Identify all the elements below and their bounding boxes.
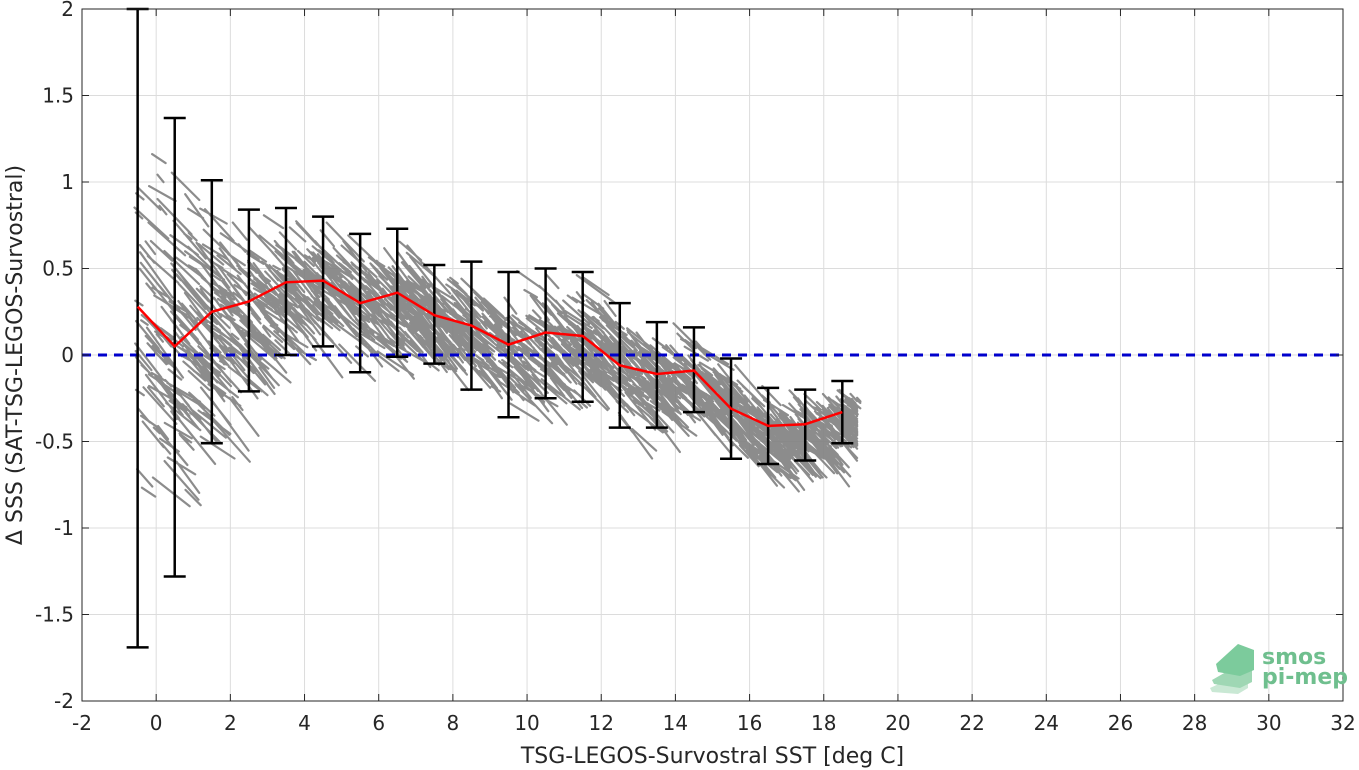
mean-line — [136, 279, 843, 428]
x-tick-label: 22 — [959, 711, 984, 735]
y-tick-label: -0.5 — [35, 430, 74, 454]
x-tick-label: 30 — [1256, 711, 1281, 735]
y-tick-label: 1.5 — [42, 84, 74, 108]
x-tick-label: 6 — [372, 711, 385, 735]
logo-text-pimep: pi-mep — [1262, 665, 1348, 690]
x-tick-label: 16 — [737, 711, 762, 735]
logo-text-smos: smos — [1262, 645, 1326, 670]
x-tick-label: 20 — [885, 711, 910, 735]
x-tick-label: 18 — [811, 711, 836, 735]
mean-line-path — [136, 279, 843, 428]
y-tick-label: -1.5 — [35, 603, 74, 627]
smos-pi-mep-logo: smos pi-mep — [1210, 644, 1348, 694]
x-tick-label: 24 — [1034, 711, 1059, 735]
x-axis-title: TSG-LEGOS-Survostral SST [deg C] — [520, 744, 904, 769]
y-tick-label: 0 — [61, 343, 74, 367]
x-tick-label: -2 — [72, 711, 92, 735]
y-axis-ticks: -2 -1.5 -1 -0.5 0 0.5 1 1.5 2 — [35, 0, 1343, 713]
y-tick-label: -2 — [54, 689, 74, 713]
x-tick-label: 12 — [589, 711, 614, 735]
y-tick-label: 0.5 — [42, 257, 74, 281]
x-tick-label: 4 — [298, 711, 311, 735]
y-tick-label: 2 — [61, 0, 74, 21]
x-tick-label: 0 — [150, 711, 163, 735]
x-tick-label: 8 — [447, 711, 460, 735]
x-tick-label: 2 — [224, 711, 237, 735]
scatter-cloud — [133, 153, 862, 508]
x-axis-ticks: -2 0 2 4 6 8 10 12 14 16 18 20 22 24 26 28 30 32 — [72, 9, 1356, 735]
y-tick-label: 1 — [61, 170, 74, 194]
x-tick-label: 28 — [1182, 711, 1207, 735]
logo-mark-icon — [1210, 644, 1254, 694]
x-tick-label: 14 — [663, 711, 688, 735]
y-axis-title: Δ SSS (SAT-TSG-LEGOS-Survostral) — [3, 165, 28, 545]
y-tick-label: -1 — [54, 516, 74, 540]
x-tick-label: 10 — [514, 711, 539, 735]
x-tick-label: 26 — [1108, 711, 1133, 735]
scatter-points — [133, 153, 862, 508]
x-tick-label: 32 — [1330, 711, 1355, 735]
